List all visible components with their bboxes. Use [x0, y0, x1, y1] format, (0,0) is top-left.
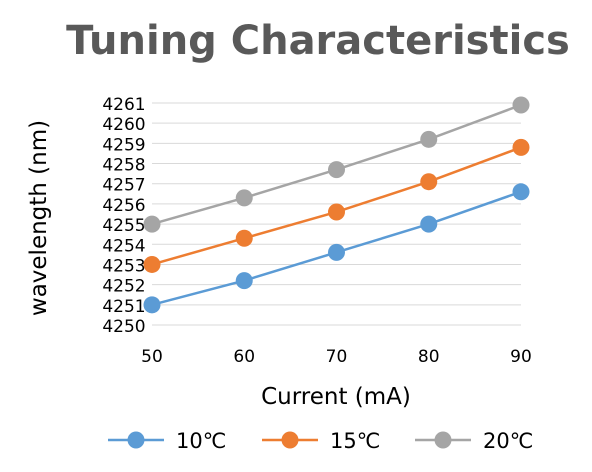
x-tick-label: 50 — [141, 347, 163, 367]
y-tick-label: 4251 — [102, 297, 145, 317]
x-axis-title: Current (mA) — [261, 384, 411, 410]
data-point — [512, 96, 530, 114]
x-tick-label: 90 — [510, 347, 532, 367]
legend-marker — [434, 431, 452, 449]
x-tick-label: 80 — [418, 347, 440, 367]
data-point — [328, 203, 345, 221]
y-tick-label: 4254 — [102, 236, 145, 256]
data-point — [512, 183, 530, 201]
y-axis-title: wavelength (nm) — [26, 120, 52, 316]
y-tick-labels: 4250425142524253425442554256425742584259… — [102, 95, 145, 337]
data-point — [420, 130, 438, 148]
data-point — [420, 215, 438, 233]
legend-label: 20℃ — [483, 429, 533, 453]
legend-label: 15℃ — [330, 429, 380, 453]
legend-marker — [127, 431, 145, 449]
y-tick-label: 4255 — [102, 216, 145, 236]
x-tick-label: 60 — [233, 347, 255, 367]
data-point — [143, 296, 161, 314]
series-3 — [143, 96, 530, 233]
y-tick-label: 4261 — [102, 95, 145, 115]
chart-title: Tuning Characteristics — [66, 18, 570, 64]
data-point — [512, 138, 530, 156]
legend-item-3: 20℃ — [415, 429, 533, 453]
y-tick-label: 4253 — [102, 256, 145, 276]
y-tick-label: 4260 — [102, 115, 145, 135]
legend-label: 10℃ — [176, 429, 226, 453]
y-tick-label: 4258 — [102, 156, 145, 176]
y-tick-label: 4259 — [102, 135, 145, 155]
data-point — [328, 161, 345, 179]
series-2 — [143, 138, 530, 273]
series-lines — [143, 96, 530, 314]
legend-marker — [281, 431, 299, 449]
legend-item-1: 10℃ — [108, 429, 226, 453]
data-point — [420, 173, 438, 191]
legend: 10℃ 15℃ 20℃ — [108, 429, 533, 453]
y-tick-label: 4252 — [102, 277, 145, 297]
data-point — [235, 189, 253, 207]
data-point — [143, 215, 161, 233]
legend-item-2: 15℃ — [262, 429, 380, 453]
data-point — [143, 255, 161, 273]
series-1 — [143, 183, 530, 314]
y-tick-label: 4256 — [102, 196, 145, 216]
x-tick-labels: 50 60 70 80 90 — [141, 347, 532, 367]
data-point — [235, 272, 253, 290]
data-point — [235, 229, 253, 247]
data-point — [328, 243, 345, 261]
y-tick-label: 4250 — [102, 317, 145, 337]
x-tick-label: 70 — [326, 347, 348, 367]
y-tick-label: 4257 — [102, 176, 145, 196]
